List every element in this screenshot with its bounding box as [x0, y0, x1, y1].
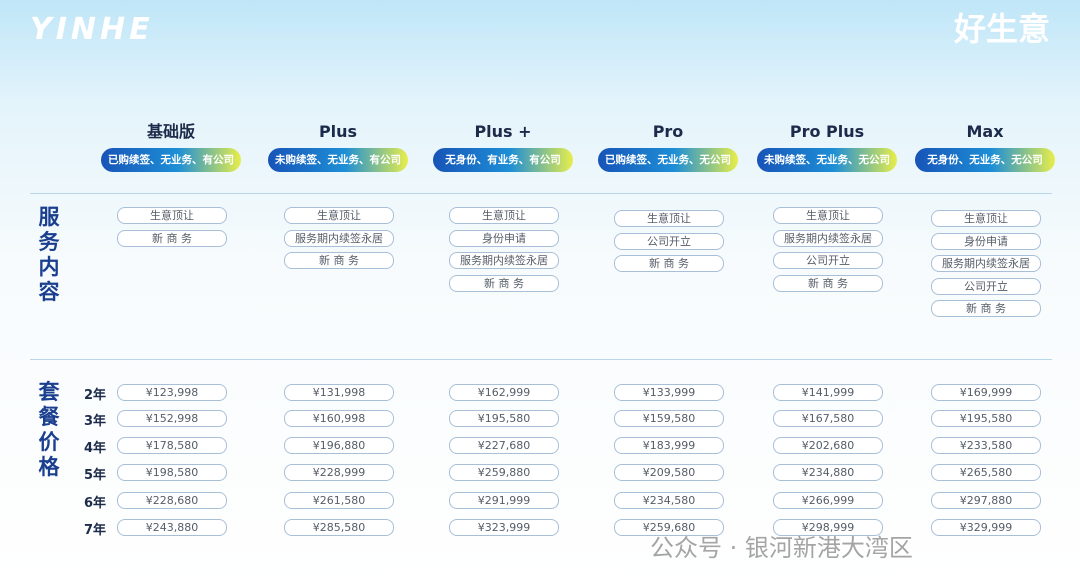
service-item: 服务期内续签永居 — [773, 229, 883, 247]
slogan: 好生意 — [953, 10, 1050, 48]
service-item: 公司开立 — [773, 252, 883, 270]
price: ¥159,580 — [614, 410, 724, 427]
service-item: 生意顶让 — [449, 207, 559, 224]
plan-name: Plus + — [474, 122, 532, 141]
price: ¥234,580 — [614, 492, 724, 509]
service-item: 生意顶让 — [931, 210, 1041, 227]
price: ¥198,580 — [117, 464, 227, 481]
price: ¥123,998 — [117, 384, 227, 401]
plan-tag: 已购续签、无业务、无公司 — [598, 148, 738, 172]
plan-name: 基础版 — [146, 122, 195, 141]
watermark: 公众号 · 银河新港大湾区 — [650, 534, 913, 562]
year-label: 4年 — [83, 441, 107, 456]
service-item: 新 商 务 — [284, 252, 394, 270]
divider — [30, 359, 1052, 360]
service-item: 身份申请 — [931, 232, 1041, 250]
price: ¥298,999 — [773, 519, 883, 536]
plan-tag: 已购续签、无业务、有公司 — [101, 148, 241, 172]
plan-tag: 无身份、有业务、有公司 — [433, 148, 573, 172]
service-item: 新 商 务 — [614, 255, 724, 273]
price: ¥141,999 — [773, 384, 883, 401]
service-item: 生意顶让 — [284, 207, 394, 224]
price: ¥243,880 — [117, 519, 227, 536]
price: ¥266,999 — [773, 492, 883, 509]
plan-tag: 未购续签、无业务、有公司 — [268, 148, 408, 172]
divider — [30, 193, 1052, 194]
price: ¥133,999 — [614, 384, 724, 401]
plan-name: Pro — [652, 122, 684, 141]
service-item: 服务期内续签永居 — [931, 255, 1041, 273]
price: ¥234,880 — [773, 464, 883, 481]
price: ¥233,580 — [931, 437, 1041, 454]
price: ¥195,580 — [931, 410, 1041, 427]
service-item: 新 商 务 — [773, 274, 883, 292]
service-item: 服务期内续签永居 — [284, 229, 394, 247]
service-item: 新 商 务 — [449, 274, 559, 292]
year-label: 2年 — [83, 388, 107, 403]
price: ¥209,580 — [614, 464, 724, 481]
price: ¥259,880 — [449, 464, 559, 481]
year-label: 5年 — [83, 468, 107, 483]
price: ¥228,680 — [117, 492, 227, 509]
price: ¥329,999 — [931, 519, 1041, 536]
logo: YINHE — [30, 12, 154, 47]
price: ¥261,580 — [284, 492, 394, 509]
service-item: 生意顶让 — [117, 207, 227, 224]
plan-name: Max — [966, 122, 1004, 141]
plan-name: Plus — [318, 122, 358, 141]
year-label: 7年 — [83, 523, 107, 538]
price: ¥297,880 — [931, 492, 1041, 509]
price: ¥196,880 — [284, 437, 394, 454]
price: ¥291,999 — [449, 492, 559, 509]
service-item: 公司开立 — [614, 232, 724, 250]
price: ¥202,680 — [773, 437, 883, 454]
service-item: 新 商 务 — [931, 300, 1041, 318]
year-label: 3年 — [83, 414, 107, 429]
plan-tag: 未购续签、无业务、无公司 — [757, 148, 897, 172]
price: ¥259,680 — [614, 519, 724, 536]
price: ¥265,580 — [931, 464, 1041, 481]
price: ¥178,580 — [117, 437, 227, 454]
price: ¥227,680 — [449, 437, 559, 454]
service-item: 新 商 务 — [117, 229, 227, 247]
service-item: 服务期内续签永居 — [449, 252, 559, 270]
price: ¥162,999 — [449, 384, 559, 401]
plan-tag: 无身份、无业务、无公司 — [915, 148, 1055, 172]
price: ¥152,998 — [117, 410, 227, 427]
service-item: 生意顶让 — [773, 207, 883, 224]
price: ¥131,998 — [284, 384, 394, 401]
price: ¥183,999 — [614, 437, 724, 454]
year-label: 6年 — [83, 496, 107, 511]
price: ¥169,999 — [931, 384, 1041, 401]
price: ¥195,580 — [449, 410, 559, 427]
price: ¥323,999 — [449, 519, 559, 536]
section-label: 服务内容 — [38, 205, 60, 304]
service-item: 公司开立 — [931, 277, 1041, 295]
service-item: 生意顶让 — [614, 210, 724, 227]
section-label: 套餐价格 — [38, 380, 60, 479]
price: ¥285,580 — [284, 519, 394, 536]
service-item: 身份申请 — [449, 229, 559, 247]
price: ¥167,580 — [773, 410, 883, 427]
price: ¥160,998 — [284, 410, 394, 427]
plan-name: Pro Plus — [789, 122, 865, 141]
price: ¥228,999 — [284, 464, 394, 481]
